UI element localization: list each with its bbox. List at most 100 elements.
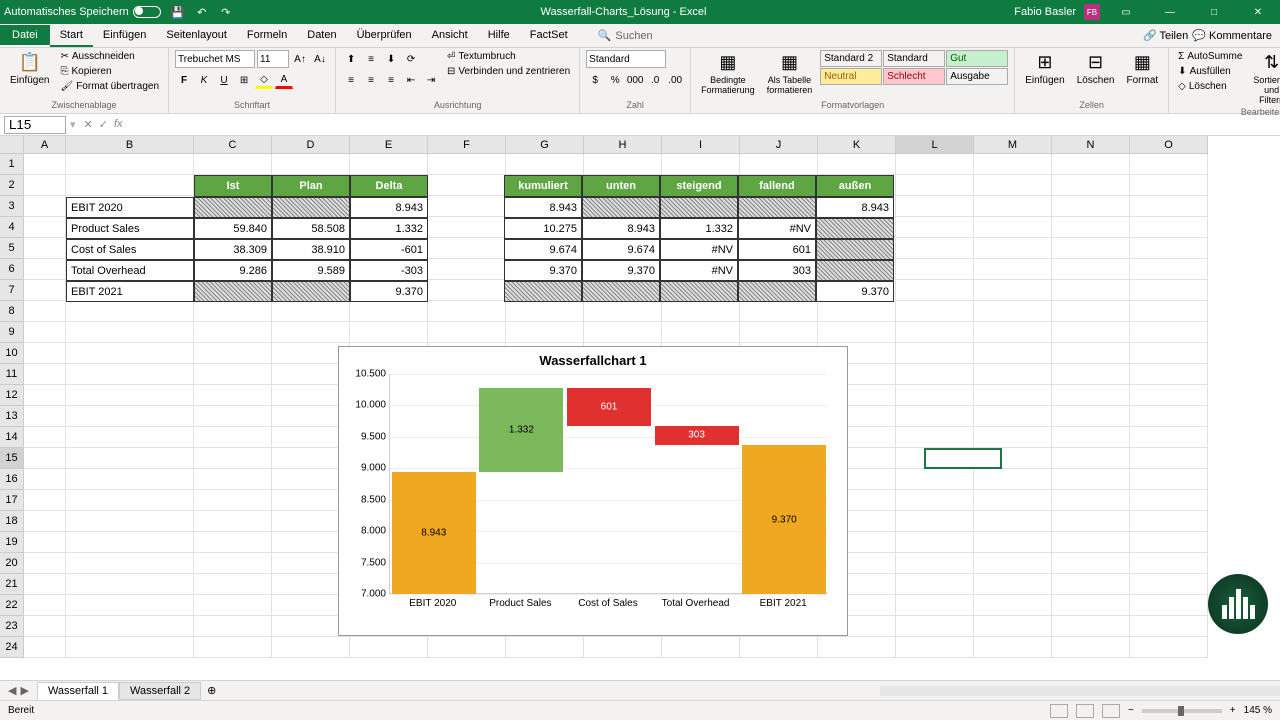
- format-painter-button[interactable]: 🖌 Format übertragen: [57, 80, 162, 93]
- align-right-icon[interactable]: ≡: [382, 71, 400, 89]
- conditional-format-button[interactable]: ▦Bedingte Formatierung: [697, 50, 759, 97]
- row-header-2[interactable]: 2: [0, 175, 24, 196]
- cell[interactable]: [974, 511, 1052, 532]
- cell[interactable]: [896, 217, 974, 238]
- accept-formula-icon[interactable]: ✓: [99, 118, 108, 131]
- row-header-11[interactable]: 11: [0, 364, 24, 385]
- cell[interactable]: [272, 322, 350, 343]
- col-header-L[interactable]: L: [896, 136, 974, 154]
- cell[interactable]: [896, 385, 974, 406]
- cell[interactable]: [24, 175, 66, 196]
- cell[interactable]: [584, 154, 662, 175]
- cell[interactable]: [24, 469, 66, 490]
- cell[interactable]: [506, 301, 584, 322]
- cell[interactable]: [24, 595, 66, 616]
- cell[interactable]: [1052, 364, 1130, 385]
- number-format-select[interactable]: [586, 50, 666, 68]
- close-icon[interactable]: ✕: [1240, 2, 1276, 22]
- bold-button[interactable]: F: [175, 71, 193, 89]
- cell[interactable]: [818, 637, 896, 658]
- cell[interactable]: [1130, 553, 1208, 574]
- cell[interactable]: [428, 154, 506, 175]
- menu-tab-formeln[interactable]: Formeln: [237, 25, 297, 45]
- cell[interactable]: [24, 385, 66, 406]
- undo-icon[interactable]: ↶: [195, 5, 209, 19]
- cell[interactable]: [194, 616, 272, 637]
- cell[interactable]: [1052, 553, 1130, 574]
- menu-tab-ansicht[interactable]: Ansicht: [422, 25, 478, 45]
- cell[interactable]: [974, 154, 1052, 175]
- row-header-7[interactable]: 7: [0, 280, 24, 301]
- autosave-toggle[interactable]: Automatisches Speichern: [4, 6, 161, 18]
- col-header-O[interactable]: O: [1130, 136, 1208, 154]
- fill-button[interactable]: ⬇ Ausfüllen: [1175, 65, 1245, 78]
- row-header-17[interactable]: 17: [0, 490, 24, 511]
- cell[interactable]: [662, 301, 740, 322]
- cell[interactable]: [974, 259, 1052, 280]
- row-header-8[interactable]: 8: [0, 301, 24, 322]
- align-bottom-icon[interactable]: ⬇: [382, 50, 400, 68]
- cell[interactable]: [194, 427, 272, 448]
- add-sheet-button[interactable]: ⊕: [201, 684, 222, 697]
- cell[interactable]: [428, 280, 506, 301]
- menu-tab-datei[interactable]: Datei: [0, 25, 50, 45]
- cell[interactable]: [24, 406, 66, 427]
- redo-icon[interactable]: ↷: [219, 5, 233, 19]
- cell[interactable]: [350, 637, 428, 658]
- style-ausgabe[interactable]: Ausgabe: [946, 68, 1008, 85]
- cell[interactable]: [194, 469, 272, 490]
- cell[interactable]: [584, 301, 662, 322]
- currency-icon[interactable]: $: [586, 71, 604, 89]
- cell[interactable]: [1052, 532, 1130, 553]
- cell[interactable]: [66, 343, 194, 364]
- cell[interactable]: [974, 364, 1052, 385]
- autosum-button[interactable]: Σ AutoSumme: [1175, 50, 1245, 63]
- cell[interactable]: [1052, 511, 1130, 532]
- cell[interactable]: [896, 469, 974, 490]
- indent-inc-icon[interactable]: ⇥: [422, 71, 440, 89]
- menu-tab-factset[interactable]: FactSet: [520, 25, 578, 45]
- minimize-icon[interactable]: ―: [1152, 2, 1188, 22]
- cell[interactable]: [1130, 616, 1208, 637]
- cell[interactable]: [194, 637, 272, 658]
- cell[interactable]: [272, 154, 350, 175]
- zoom-out-button[interactable]: −: [1128, 705, 1134, 716]
- cell[interactable]: [428, 301, 506, 322]
- row-header-24[interactable]: 24: [0, 637, 24, 658]
- cell[interactable]: [662, 637, 740, 658]
- cell[interactable]: [24, 364, 66, 385]
- cell[interactable]: [740, 322, 818, 343]
- zoom-level[interactable]: 145 %: [1244, 705, 1272, 716]
- cell[interactable]: [24, 574, 66, 595]
- cell[interactable]: [194, 490, 272, 511]
- cell[interactable]: [1130, 532, 1208, 553]
- cell[interactable]: [66, 385, 194, 406]
- cell[interactable]: [194, 511, 272, 532]
- cell[interactable]: [896, 553, 974, 574]
- cell[interactable]: [1052, 448, 1130, 469]
- cell[interactable]: [194, 553, 272, 574]
- align-middle-icon[interactable]: ≡: [362, 50, 380, 68]
- row-header-12[interactable]: 12: [0, 385, 24, 406]
- cell[interactable]: [974, 469, 1052, 490]
- cell[interactable]: [896, 343, 974, 364]
- cell[interactable]: [272, 637, 350, 658]
- cell[interactable]: [896, 637, 974, 658]
- col-header-K[interactable]: K: [818, 136, 896, 154]
- paste-button[interactable]: 📋Einfügen: [6, 50, 53, 88]
- merge-button[interactable]: ⊟ Verbinden und zentrieren: [444, 65, 573, 78]
- cell[interactable]: [194, 322, 272, 343]
- cell[interactable]: [1052, 343, 1130, 364]
- row-header-4[interactable]: 4: [0, 217, 24, 238]
- cell[interactable]: [194, 385, 272, 406]
- cell[interactable]: [1052, 280, 1130, 301]
- cell[interactable]: [1130, 364, 1208, 385]
- col-header-J[interactable]: J: [740, 136, 818, 154]
- cell[interactable]: [350, 154, 428, 175]
- cell[interactable]: [272, 301, 350, 322]
- cell[interactable]: [1130, 595, 1208, 616]
- row-header-18[interactable]: 18: [0, 511, 24, 532]
- cell[interactable]: [24, 616, 66, 637]
- clear-button[interactable]: ◇ Löschen: [1175, 80, 1245, 93]
- align-left-icon[interactable]: ≡: [342, 71, 360, 89]
